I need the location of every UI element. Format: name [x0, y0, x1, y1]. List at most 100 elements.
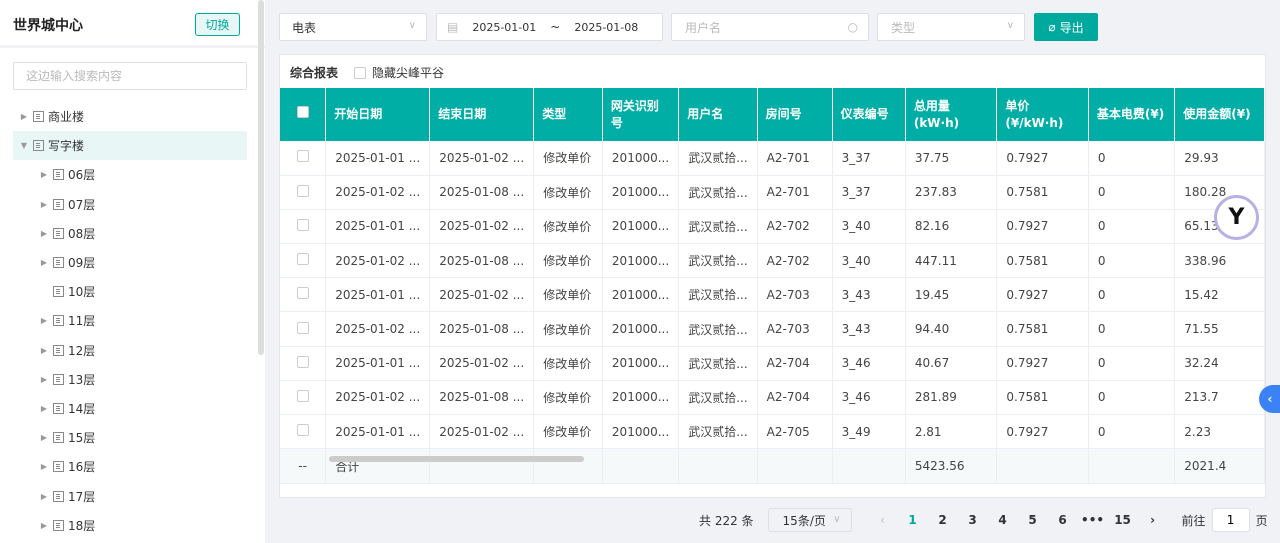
page-button-15[interactable]: 15 — [1114, 513, 1131, 527]
tree-node[interactable]: ▶ 12层 — [13, 336, 247, 365]
table-row[interactable]: 2025-01-02 ... 2025-01-08 ... 修改单价 201000..… — [280, 311, 1265, 347]
page-button-•••[interactable]: ••• — [1081, 513, 1105, 527]
tree-node[interactable]: ▶ 商业楼 — [13, 102, 247, 131]
page-button-5[interactable]: 5 — [1028, 513, 1037, 527]
caret-right-icon[interactable]: ▶ — [40, 374, 48, 384]
caret-right-icon[interactable]: ▶ — [40, 433, 48, 443]
column-header[interactable]: 用户名 — [678, 88, 758, 141]
table-row[interactable]: 2025-01-02 ... 2025-01-08 ... 修改单价 201000..… — [280, 380, 1265, 416]
tree-node-label: 16层 — [68, 460, 96, 475]
tree-node[interactable]: ▶ 08层 — [13, 219, 247, 248]
caret-right-icon[interactable]: ▶ — [40, 520, 48, 530]
page-size-select[interactable]: 15条/页 ∨ — [767, 508, 852, 532]
table-row[interactable]: 2025-01-02 ... 2025-01-08 ... 修改单价 201000..… — [280, 243, 1265, 279]
horizontal-scrollbar[interactable] — [329, 456, 584, 462]
page-button-3[interactable]: 3 — [968, 513, 977, 527]
row-checkbox[interactable] — [296, 184, 309, 197]
type-select[interactable]: 类型 ∨ — [877, 13, 1025, 41]
export-button[interactable]: ⌀ 导出 — [1034, 13, 1098, 41]
column-header[interactable]: 使用金额(¥) — [1174, 88, 1265, 141]
next-page-button[interactable]: › — [1150, 513, 1156, 527]
panel-title: 综合报表 — [290, 66, 339, 80]
tree-node[interactable]: ▶ 13层 — [13, 365, 247, 394]
assistant-logo-icon[interactable]: Y — [1214, 195, 1259, 240]
table-cell: 0 — [1088, 346, 1176, 381]
table-row[interactable]: 2025-01-01 ... 2025-01-02 ... 修改单价 201000..… — [280, 277, 1265, 313]
date-range-picker[interactable]: ▤ 2025-01-01 ~ 2025-01-08 — [436, 13, 663, 41]
column-header[interactable]: 类型 — [533, 88, 603, 141]
checkbox[interactable] — [354, 66, 366, 79]
column-header[interactable]: 开始日期 — [325, 88, 431, 141]
row-checkbox[interactable] — [296, 287, 309, 300]
table-cell: A2-704 — [757, 346, 833, 381]
caret-right-icon[interactable]: ▶ — [40, 258, 48, 268]
column-header[interactable]: 结束日期 — [429, 88, 535, 141]
caret-right-icon[interactable]: ▶ — [40, 170, 48, 180]
tree-node[interactable]: 10层 — [13, 277, 247, 306]
tree-node[interactable]: ▶ 16层 — [13, 452, 247, 481]
caret-right-icon[interactable]: ▶ — [40, 199, 48, 209]
column-header[interactable]: 房间号 — [757, 88, 833, 141]
pagination: 共 222 条 15条/页 ∨ ‹ 1 2 3 4 5 6 ••• 15 › 前往 页 — [699, 508, 1268, 532]
table-cell: 2025-01-01 ... — [325, 141, 431, 176]
tree-node[interactable]: ▶ 09层 — [13, 248, 247, 277]
row-checkbox[interactable] — [296, 253, 309, 266]
column-header[interactable]: 仪表编号 — [832, 88, 906, 141]
tree-node[interactable]: ▶ 11层 — [13, 306, 247, 335]
table-row[interactable]: 2025-01-01 ... 2025-01-02 ... 修改单价 201000..… — [280, 141, 1265, 176]
caret-down-icon[interactable]: ▼ — [20, 141, 28, 151]
row-checkbox[interactable] — [296, 321, 309, 334]
caret-right-icon[interactable]: ▶ — [40, 228, 48, 238]
caret-right-icon[interactable]: ▶ — [40, 345, 48, 355]
column-header[interactable]: 网关识别号 — [602, 88, 680, 141]
row-checkbox[interactable] — [296, 355, 309, 368]
row-checkbox[interactable] — [296, 218, 309, 231]
prev-page-button[interactable]: ‹ — [880, 513, 885, 527]
calendar-icon: ▤ — [447, 20, 459, 34]
tree-node[interactable]: ▶ 15层 — [13, 423, 247, 452]
table-cell: 201000... — [602, 175, 680, 210]
column-header[interactable]: 单价(¥/kW·h) — [996, 88, 1089, 141]
row-checkbox[interactable] — [296, 424, 309, 437]
search-icon[interactable]: ○ — [847, 20, 858, 34]
page-button-6[interactable]: 6 — [1058, 513, 1067, 527]
page-button-1[interactable]: 1 — [908, 513, 917, 527]
meter-type-select[interactable]: 电表 ∨ — [279, 13, 427, 41]
column-header[interactable]: 基本电费(¥) — [1088, 88, 1176, 141]
row-checkbox[interactable] — [296, 389, 309, 402]
page-button-4[interactable]: 4 — [998, 513, 1007, 527]
tree-node[interactable]: ▶ 18层 — [13, 511, 247, 540]
table-row[interactable]: 2025-01-01 ... 2025-01-02 ... 修改单价 201000..… — [280, 346, 1265, 381]
tree-search-input[interactable] — [13, 62, 247, 90]
caret-right-icon[interactable]: ▶ — [40, 491, 48, 501]
tree-node-label: 14层 — [68, 401, 96, 416]
tree-node[interactable]: ▶ 06层 — [13, 160, 247, 189]
goto-page-input[interactable] — [1211, 508, 1250, 532]
caret-right-icon[interactable]: ▶ — [40, 316, 48, 326]
caret-right-icon[interactable]: ▶ — [20, 112, 28, 122]
sidebar-scrollbar[interactable] — [258, 0, 264, 355]
table-row[interactable]: 2025-01-01 ... 2025-01-02 ... 修改单价 201000..… — [280, 209, 1265, 245]
tree-node[interactable]: ▼ 写字楼 — [13, 131, 247, 161]
username-input[interactable]: 用户名 ○ — [671, 13, 869, 41]
row-checkbox[interactable] — [296, 150, 309, 163]
table-cell: 37.75 — [905, 141, 998, 176]
vertical-scrollbar[interactable] — [1265, 141, 1266, 331]
tree-node[interactable]: ▶ 14层 — [13, 394, 247, 423]
table-cell: 0.7927 — [996, 277, 1089, 313]
type-placeholder: 类型 — [891, 20, 916, 35]
table-row[interactable]: 2025-01-02 ... 2025-01-08 ... 修改单价 201000..… — [280, 175, 1265, 210]
collapse-side-panel-button[interactable]: ‹ — [1259, 385, 1280, 413]
switch-button[interactable]: 切换 — [195, 13, 240, 36]
page-button-2[interactable]: 2 — [938, 513, 947, 527]
table-row[interactable]: 2025-01-01 ... 2025-01-02 ... 修改单价 201000..… — [280, 414, 1265, 450]
table-cell: 修改单价 — [533, 243, 603, 279]
date-separator: ~ — [550, 20, 561, 34]
select-all-checkbox[interactable] — [296, 106, 309, 118]
tree-node[interactable]: ▶ 07层 — [13, 190, 247, 219]
column-header[interactable]: 总用量(kW·h) — [905, 88, 998, 141]
hide-peak-checkbox[interactable]: 隐藏尖峰平谷 — [354, 64, 444, 81]
caret-right-icon[interactable]: ▶ — [40, 462, 48, 472]
tree-node[interactable]: ▶ 17层 — [13, 481, 247, 510]
caret-right-icon[interactable]: ▶ — [40, 403, 48, 413]
